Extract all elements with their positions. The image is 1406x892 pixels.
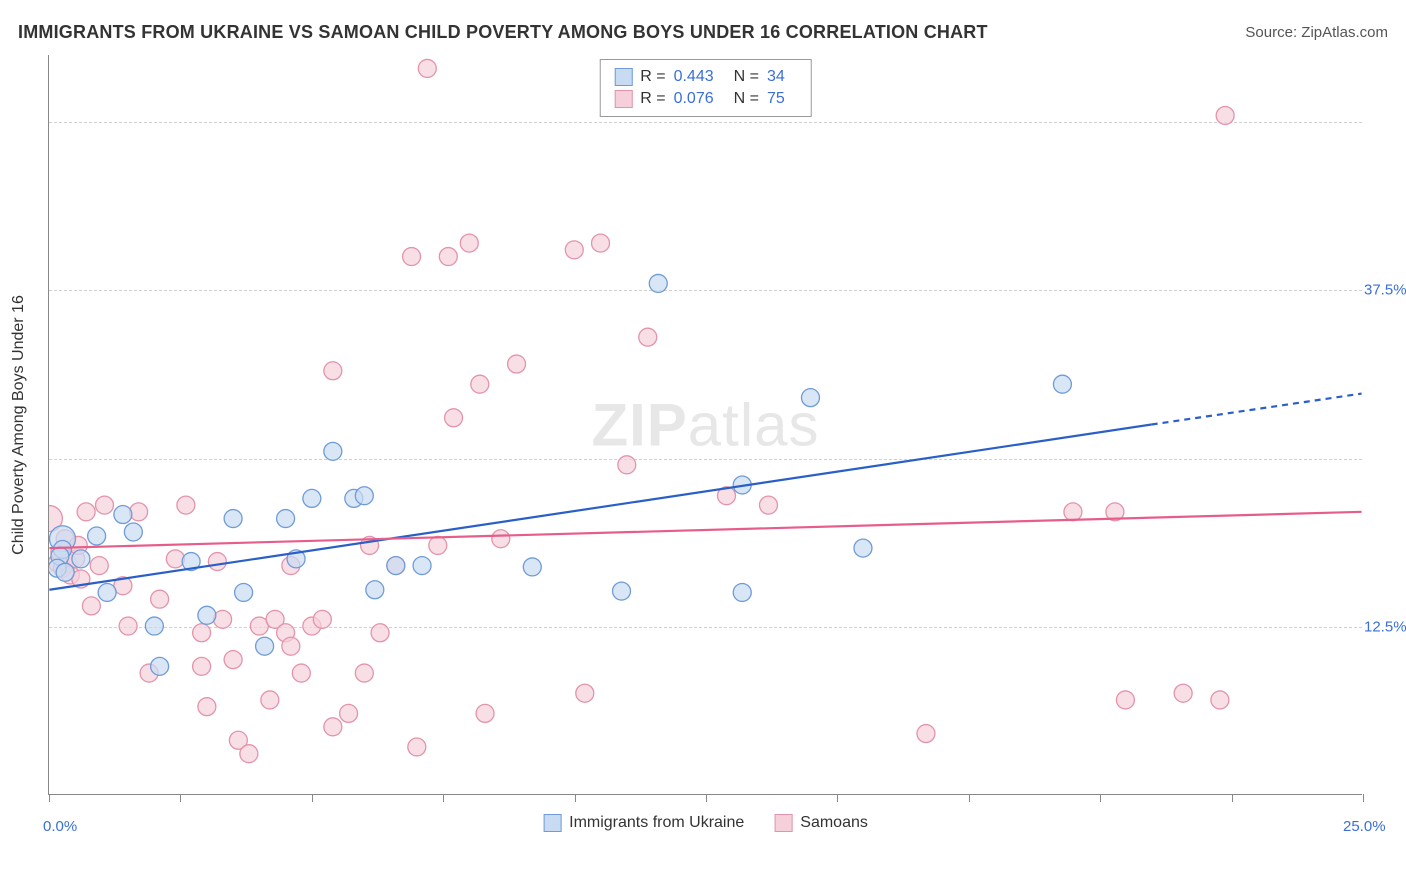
y-tick-label: 37.5% [1364, 282, 1406, 299]
legend-r-value-0: 0.443 [674, 68, 714, 86]
legend-r-label-0: R = [640, 68, 665, 86]
legend-swatch-1 [614, 90, 632, 108]
legend-series-swatch-1 [774, 814, 792, 832]
legend-series-label-0: Immigrants from Ukraine [569, 814, 744, 832]
legend-swatch-0 [614, 68, 632, 86]
x-tick [1232, 794, 1233, 802]
legend-stats-row-0: R = 0.443 N = 34 [614, 66, 797, 88]
source-label: Source: [1245, 24, 1301, 41]
legend-stats-row-1: R = 0.076 N = 75 [614, 88, 797, 110]
legend-stats: R = 0.443 N = 34 R = 0.076 N = 75 [599, 59, 812, 117]
source-value: ZipAtlas.com [1301, 24, 1388, 41]
legend-series-swatch-0 [543, 814, 561, 832]
legend-series: Immigrants from Ukraine Samoans [543, 814, 868, 832]
legend-n-label-0: N = [734, 68, 759, 86]
legend-n-value-1: 75 [767, 90, 785, 108]
legend-series-label-1: Samoans [800, 814, 868, 832]
trend-lines-layer [49, 55, 1362, 794]
x-tick [180, 794, 181, 802]
x-tick [49, 794, 50, 802]
x-tick [1363, 794, 1364, 802]
x-tick [575, 794, 576, 802]
legend-r-label-1: R = [640, 90, 665, 108]
x-tick [706, 794, 707, 802]
legend-n-value-0: 34 [767, 68, 785, 86]
chart-title: IMMIGRANTS FROM UKRAINE VS SAMOAN CHILD … [18, 22, 988, 43]
legend-series-item-1: Samoans [774, 814, 868, 832]
trend-line [49, 512, 1361, 548]
x-tick-label: 0.0% [43, 818, 77, 835]
legend-r-value-1: 0.076 [674, 90, 714, 108]
x-tick-label: 25.0% [1343, 818, 1386, 835]
x-tick [443, 794, 444, 802]
plot-area: Child Poverty Among Boys Under 16 ZIPatl… [48, 55, 1362, 795]
y-axis-label: Child Poverty Among Boys Under 16 [10, 295, 28, 555]
legend-series-item-0: Immigrants from Ukraine [543, 814, 744, 832]
x-tick [312, 794, 313, 802]
legend-n-label-1: N = [734, 90, 759, 108]
trend-line [49, 425, 1151, 590]
x-tick [837, 794, 838, 802]
x-tick [1100, 794, 1101, 802]
source-attribution: Source: ZipAtlas.com [1245, 24, 1388, 41]
x-tick [969, 794, 970, 802]
trend-line-extrapolated [1152, 394, 1362, 425]
y-tick-label: 12.5% [1364, 618, 1406, 635]
